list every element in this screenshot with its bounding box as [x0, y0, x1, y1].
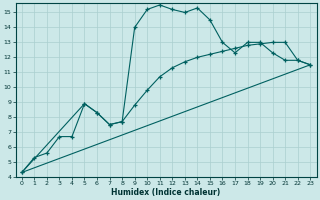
- X-axis label: Humidex (Indice chaleur): Humidex (Indice chaleur): [111, 188, 221, 197]
